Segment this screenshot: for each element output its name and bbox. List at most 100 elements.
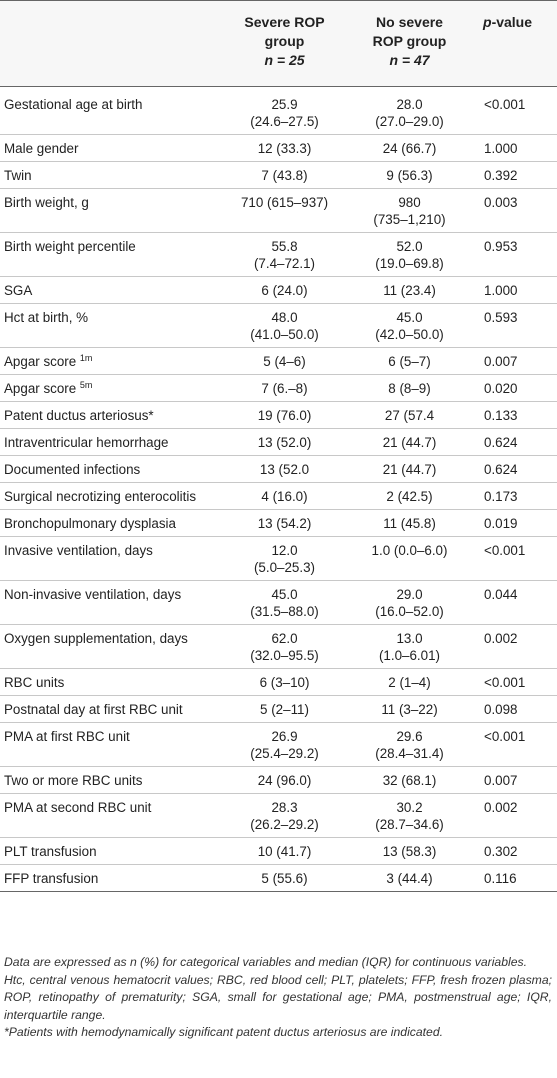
no-severe-rop-value: 52.0 (19.0–69.8) <box>347 232 472 277</box>
table-row: Hct at birth, % 48.0 (41.0–50.0) 45.0 (42.0–… <box>0 303 557 348</box>
header-severe-n: n = 25 <box>264 52 305 68</box>
p-value: <0.001 <box>472 722 557 767</box>
p-value: 0.007 <box>472 347 557 375</box>
p-value: <0.001 <box>472 536 557 581</box>
severe-rop-value-line2: (25.4–29.2) <box>250 746 319 761</box>
row-label: Bronchopulmonary dysplasia <box>0 509 222 537</box>
severe-rop-value: 10 (41.7) <box>222 837 347 865</box>
severe-rop-value-line2: (24.6–27.5) <box>250 114 319 129</box>
p-value: 0.002 <box>472 624 557 669</box>
severe-rop-value-line1: 13 (54.2) <box>257 516 312 531</box>
no-severe-rop-value: 980 (735–1,210) <box>347 188 472 233</box>
no-severe-rop-value: 2 (1–4) <box>347 668 472 696</box>
no-severe-rop-value-line2: (735–1,210) <box>373 212 446 227</box>
severe-rop-value-line2: (31.5–88.0) <box>250 604 319 619</box>
row-label-text: Intraventricular hemorrhage <box>4 435 169 450</box>
no-severe-rop-value: 24 (66.7) <box>347 134 472 162</box>
header-variable <box>0 0 222 87</box>
severe-rop-value-line1: 6 (3–10) <box>259 675 310 690</box>
table-row: Birth weight, g 710 (615–937) 980 (735–1,21… <box>0 188 557 233</box>
severe-rop-value-line2: (32.0–95.5) <box>250 648 319 663</box>
p-value: 0.302 <box>472 837 557 865</box>
row-label-text: Surgical necrotizing enterocolitis <box>4 489 197 504</box>
severe-rop-value-line1: 5 (55.6) <box>261 871 308 886</box>
severe-rop-value-line1: 710 (615–937) <box>240 195 329 210</box>
no-severe-rop-value-line2: (28.4–31.4) <box>375 746 444 761</box>
p-value: 1.000 <box>472 276 557 304</box>
row-label-text: Twin <box>4 168 32 183</box>
header-severe-line2: group <box>264 33 305 49</box>
row-label-text: Hct at birth, % <box>4 310 89 325</box>
footnote-pda: *Patients with hemodynamically significa… <box>4 1025 443 1039</box>
header-p-italic: p <box>483 14 492 30</box>
no-severe-rop-value-line1: 45.0 <box>396 310 423 325</box>
no-severe-rop-value: 11 (3–22) <box>347 695 472 723</box>
no-severe-rop-value-line1: 980 <box>398 195 421 210</box>
table-row: Birth weight percentile 55.8 (7.4–72.1) 52.… <box>0 232 557 277</box>
row-label: Gestational age at birth <box>0 86 222 135</box>
no-severe-rop-value-line1: 29.0 <box>396 587 423 602</box>
no-severe-rop-value: 9 (56.3) <box>347 161 472 189</box>
row-label-superscript: 5m <box>79 380 93 390</box>
row-label-text: Gestational age at birth <box>4 97 143 112</box>
no-severe-rop-value-line1: 30.2 <box>396 800 423 815</box>
row-label: Non-invasive ventilation, days <box>0 580 222 625</box>
severe-rop-value: 13 (52.0 <box>222 455 347 483</box>
row-label: Male gender <box>0 134 222 162</box>
severe-rop-value: 5 (55.6) <box>222 864 347 892</box>
p-value: 0.044 <box>472 580 557 625</box>
severe-rop-value: 4 (16.0) <box>222 482 347 510</box>
footnote-abbreviations: Htc, central venous hematocrit values; R… <box>4 972 552 1022</box>
row-label-text: Documented infections <box>4 462 141 477</box>
row-label-text: Male gender <box>4 141 79 156</box>
p-value: <0.001 <box>472 86 557 135</box>
header-severe-line1: Severe ROP <box>244 14 325 30</box>
row-label: Hct at birth, % <box>0 303 222 348</box>
no-severe-rop-value: 6 (5–7) <box>347 347 472 375</box>
severe-rop-value-line1: 7 (43.8) <box>261 168 308 183</box>
severe-rop-value: 5 (4–6) <box>222 347 347 375</box>
row-label: PLT transfusion <box>0 837 222 865</box>
severe-rop-value: 12.0 (5.0–25.3) <box>222 536 347 581</box>
p-value: 0.019 <box>472 509 557 537</box>
severe-rop-value-line1: 13 (52.0) <box>257 435 312 450</box>
no-severe-rop-value-line1: 13.0 <box>396 631 423 646</box>
no-severe-rop-value-line1: 2 (1–4) <box>388 675 431 690</box>
severe-rop-value-line1: 24 (96.0) <box>257 773 312 788</box>
row-label-superscript: 1m <box>79 353 93 363</box>
severe-rop-value-line1: 25.9 <box>271 97 298 112</box>
severe-rop-value-line1: 7 (6.–8) <box>261 381 308 396</box>
severe-rop-value: 7 (6.–8) <box>222 374 347 402</box>
no-severe-rop-value-line1: 6 (5–7) <box>388 354 431 369</box>
header-p-value: p-value <box>472 0 557 87</box>
no-severe-rop-value: 13.0 (1.0–6.01) <box>347 624 472 669</box>
table-row: Postnatal day at first RBC unit 5 (2–11) 1… <box>0 695 557 723</box>
row-label: RBC units <box>0 668 222 696</box>
row-label: PMA at first RBC unit <box>0 722 222 767</box>
p-value: 0.173 <box>472 482 557 510</box>
severe-rop-value: 48.0 (41.0–50.0) <box>222 303 347 348</box>
no-severe-rop-value-line1: 28.0 <box>396 97 423 112</box>
table-row: Intraventricular hemorrhage 13 (52.0) 21 (… <box>0 428 557 456</box>
no-severe-rop-value-line1: 2 (42.5) <box>386 489 433 504</box>
severe-rop-value-line1: 5 (4–6) <box>263 354 306 369</box>
row-label: Documented infections <box>0 455 222 483</box>
no-severe-rop-value: 21 (44.7) <box>347 428 472 456</box>
no-severe-rop-value-line2: (19.0–69.8) <box>375 256 444 271</box>
row-label-text: Postnatal day at first RBC unit <box>4 702 183 717</box>
table-header-row: Severe ROP group n = 25 No severe ROP gr… <box>0 0 557 87</box>
results-table: Severe ROP group n = 25 No severe ROP gr… <box>0 0 557 892</box>
no-severe-rop-value-line1: 21 (44.7) <box>382 435 437 450</box>
severe-rop-value-line1: 19 (76.0) <box>257 408 312 423</box>
row-label: Invasive ventilation, days <box>0 536 222 581</box>
no-severe-rop-value: 11 (23.4) <box>347 276 472 304</box>
table-row: Patent ductus arteriosus* 19 (76.0) 27 (57… <box>0 401 557 429</box>
row-label-text: PMA at second RBC unit <box>4 800 152 815</box>
table-row: FFP transfusion 5 (55.6) 3 (44.4) 0.116 <box>0 864 557 892</box>
table-row: Non-invasive ventilation, days 45.0 (31.5–… <box>0 580 557 625</box>
severe-rop-value: 19 (76.0) <box>222 401 347 429</box>
severe-rop-value: 45.0 (31.5–88.0) <box>222 580 347 625</box>
no-severe-rop-value-line2: (16.0–52.0) <box>375 604 444 619</box>
row-label-text: RBC units <box>4 675 65 690</box>
